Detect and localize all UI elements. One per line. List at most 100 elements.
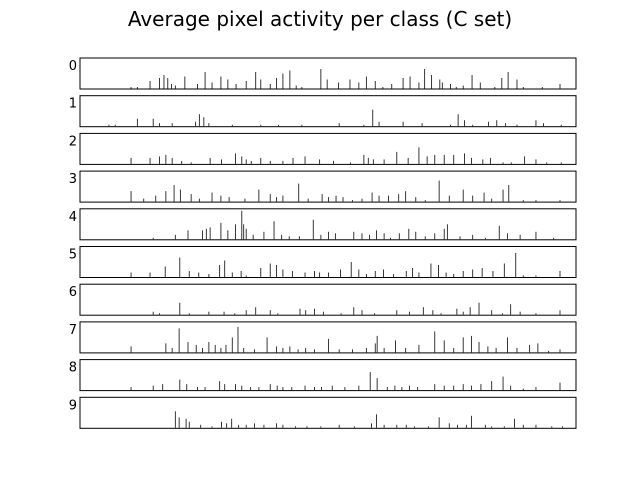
activity-bar	[412, 268, 414, 277]
panel-frame	[79, 283, 577, 316]
activity-bar	[484, 237, 486, 240]
activity-bar	[227, 79, 229, 89]
activity-bar	[281, 234, 283, 240]
activity-bar	[495, 347, 497, 353]
activity-bar	[240, 271, 242, 277]
activity-bar	[289, 70, 291, 89]
activity-bar	[388, 195, 389, 202]
activity-bar	[390, 237, 391, 240]
activity-bar	[258, 189, 260, 202]
activity-bar	[304, 385, 306, 391]
activity-bar	[195, 121, 197, 127]
activity-bar	[231, 418, 233, 428]
activity-bar	[422, 307, 424, 315]
activity-bar	[184, 76, 186, 89]
activity-bar	[245, 424, 247, 428]
activity-bar	[234, 313, 236, 315]
class-panel-8: 8	[69, 359, 577, 392]
activity-bar	[503, 426, 505, 428]
class-label: 7	[69, 323, 77, 338]
activity-bar	[178, 417, 180, 428]
activity-bar	[344, 387, 346, 391]
activity-bar	[187, 230, 189, 240]
activity-bar	[516, 79, 518, 89]
activity-bar	[369, 372, 371, 391]
activity-bar	[252, 234, 254, 240]
activity-bar	[130, 272, 132, 277]
activity-bar	[152, 118, 154, 127]
activity-bar	[470, 385, 472, 391]
activity-bar	[455, 87, 457, 89]
panel-frame	[79, 396, 577, 429]
activity-bar	[472, 234, 474, 240]
activity-bar	[430, 263, 432, 277]
activity-bar	[328, 197, 329, 202]
activity-bar	[269, 263, 271, 277]
activity-bar	[374, 271, 376, 277]
activity-bar	[185, 418, 187, 428]
activity-bar	[204, 72, 206, 89]
activity-bar	[241, 385, 243, 391]
activity-bar	[187, 341, 189, 353]
activity-bar	[258, 387, 260, 391]
activity-bar	[424, 236, 426, 240]
activity-bar	[363, 154, 365, 164]
activity-bar	[198, 114, 200, 127]
activity-bar	[334, 233, 336, 240]
activity-bar	[353, 231, 355, 240]
activity-bar	[453, 347, 455, 353]
activity-bar	[291, 271, 293, 277]
activity-bar	[130, 157, 132, 164]
activity-bar	[297, 349, 299, 353]
activity-bar	[353, 307, 355, 315]
activity-bar	[516, 347, 518, 353]
activity-bar	[535, 387, 537, 391]
activity-bar	[445, 272, 447, 277]
activity-bar	[462, 337, 464, 353]
activity-bar	[491, 198, 493, 202]
activity-bar	[492, 271, 494, 277]
activity-bar	[535, 275, 537, 277]
activity-bar	[164, 266, 166, 277]
activity-bar	[269, 84, 271, 89]
activity-bar	[338, 123, 340, 127]
activity-bar	[350, 162, 352, 164]
activity-bar	[223, 311, 225, 315]
activity-bar	[472, 269, 474, 277]
activity-bar	[450, 124, 451, 127]
activity-bar	[295, 85, 297, 89]
activity-bar	[439, 79, 441, 89]
activity-bar	[130, 387, 132, 391]
activity-bar	[171, 84, 172, 89]
activity-bar	[241, 156, 243, 164]
activity-bar	[353, 426, 355, 428]
activity-bar	[226, 423, 228, 428]
activity-bar	[491, 381, 493, 391]
activity-bar	[374, 343, 376, 353]
activity-bar	[553, 237, 555, 240]
activity-bar	[214, 344, 216, 353]
activity-bar	[209, 227, 211, 240]
panel-frame	[79, 208, 577, 241]
activity-bar	[179, 302, 181, 315]
activity-bar	[402, 121, 404, 127]
activity-bar	[165, 154, 167, 164]
activity-bar	[159, 78, 160, 89]
activity-bar	[383, 159, 385, 164]
activity-bar	[470, 335, 472, 353]
activity-bar	[277, 313, 279, 315]
activity-bar	[395, 340, 396, 353]
activity-bar	[167, 78, 169, 89]
activity-bar	[260, 124, 262, 127]
activity-bar	[298, 183, 300, 202]
activity-bar	[559, 349, 561, 353]
activity-bar	[482, 159, 484, 164]
class-label: 2	[69, 134, 77, 149]
activity-bar	[260, 268, 262, 277]
activity-bar	[204, 387, 206, 391]
activity-bar	[462, 189, 464, 202]
class-panel-3: 3	[69, 170, 577, 203]
activity-bar	[130, 346, 132, 353]
activity-bar	[188, 313, 190, 315]
activity-bar	[462, 271, 464, 277]
